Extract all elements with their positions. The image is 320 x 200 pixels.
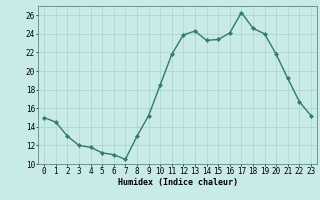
X-axis label: Humidex (Indice chaleur): Humidex (Indice chaleur) (118, 178, 238, 187)
